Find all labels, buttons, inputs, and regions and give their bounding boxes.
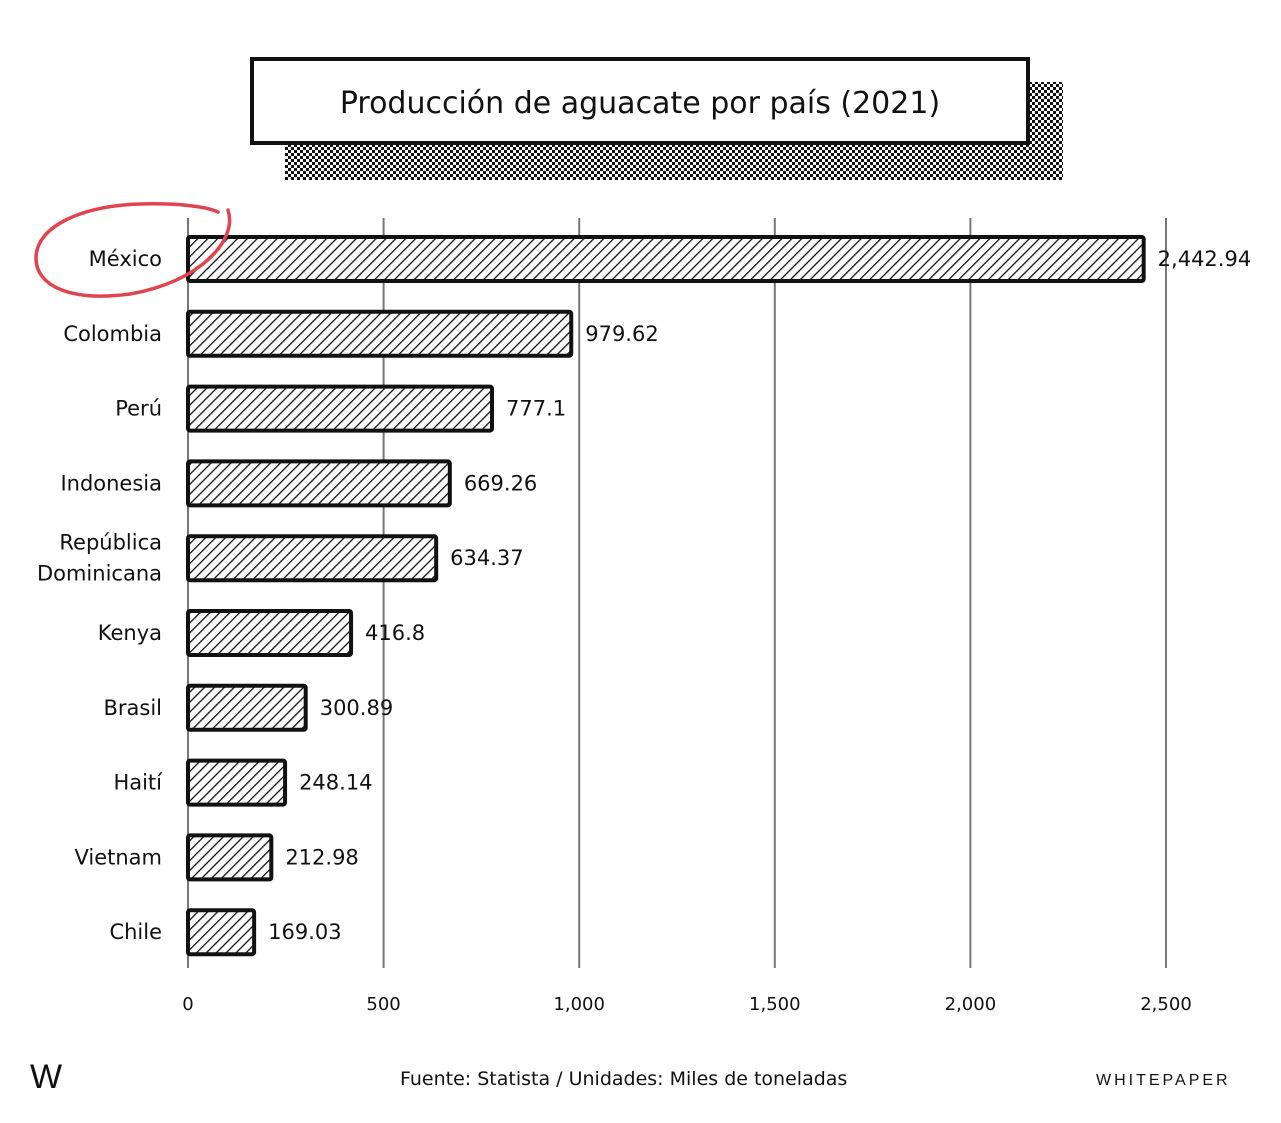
value-label: 2,442.94 bbox=[1158, 247, 1252, 271]
category-label: Kenya bbox=[98, 621, 162, 645]
bar bbox=[186, 833, 274, 882]
value-label: 777.1 bbox=[506, 397, 566, 421]
category-label: Haití bbox=[113, 771, 163, 795]
value-label: 634.37 bbox=[450, 546, 523, 570]
bar bbox=[186, 609, 354, 657]
category-label: Colombia bbox=[63, 322, 162, 346]
x-tick-label: 2,000 bbox=[945, 994, 997, 1015]
value-label: 212.98 bbox=[285, 845, 358, 869]
category-label: Brasil bbox=[103, 696, 162, 720]
value-label: 979.62 bbox=[585, 322, 658, 346]
x-tick-label: 2,500 bbox=[1140, 994, 1192, 1015]
value-label: 248.14 bbox=[299, 771, 372, 795]
x-axis-ticks: 0 500 1,000 1,500 2,000 2,500 bbox=[182, 994, 1191, 1015]
brand-name: WHITEPAPER bbox=[1096, 1072, 1231, 1089]
bar bbox=[186, 235, 1146, 283]
chart-title: Producción de aguacate por país (2021) bbox=[340, 86, 940, 121]
value-label: 669.26 bbox=[464, 471, 537, 495]
value-label: 300.89 bbox=[320, 696, 393, 720]
bar bbox=[186, 384, 495, 433]
x-tick-label: 0 bbox=[182, 994, 193, 1015]
whitepaper-logo: W bbox=[30, 1058, 63, 1096]
category-label: Chile bbox=[109, 920, 162, 944]
bar bbox=[186, 683, 308, 732]
x-tick-label: 1,000 bbox=[553, 994, 605, 1015]
bar bbox=[186, 309, 574, 358]
category-label: México bbox=[89, 247, 162, 271]
source-note: Fuente: Statista / Unidades: Miles de to… bbox=[400, 1068, 848, 1090]
bar bbox=[186, 758, 288, 807]
category-label: Indonesia bbox=[60, 471, 162, 495]
category-label: Vietnam bbox=[74, 845, 162, 869]
bar bbox=[186, 908, 257, 957]
highlight-annotation bbox=[34, 202, 232, 298]
value-labels: 2,442.94 979.62 777.1 669.26 634.37 416.8 300.… bbox=[268, 247, 1251, 944]
bar bbox=[186, 459, 452, 508]
category-label: Perú bbox=[115, 397, 162, 421]
title-box bbox=[250, 57, 1030, 145]
x-tick-label: 500 bbox=[366, 994, 400, 1015]
highlight-circle bbox=[34, 202, 232, 298]
category-label: Dominicana bbox=[37, 562, 162, 586]
category-label: República bbox=[59, 531, 162, 555]
bars bbox=[186, 235, 1146, 957]
title-block: Producción de aguacate por país (2021) bbox=[250, 57, 1063, 180]
bar bbox=[186, 534, 439, 583]
x-tick-label: 1,500 bbox=[749, 994, 801, 1015]
category-labels: México Colombia Perú Indonesia República Domi… bbox=[37, 247, 163, 944]
value-label: 416.8 bbox=[365, 621, 425, 645]
value-label: 169.03 bbox=[268, 920, 341, 944]
